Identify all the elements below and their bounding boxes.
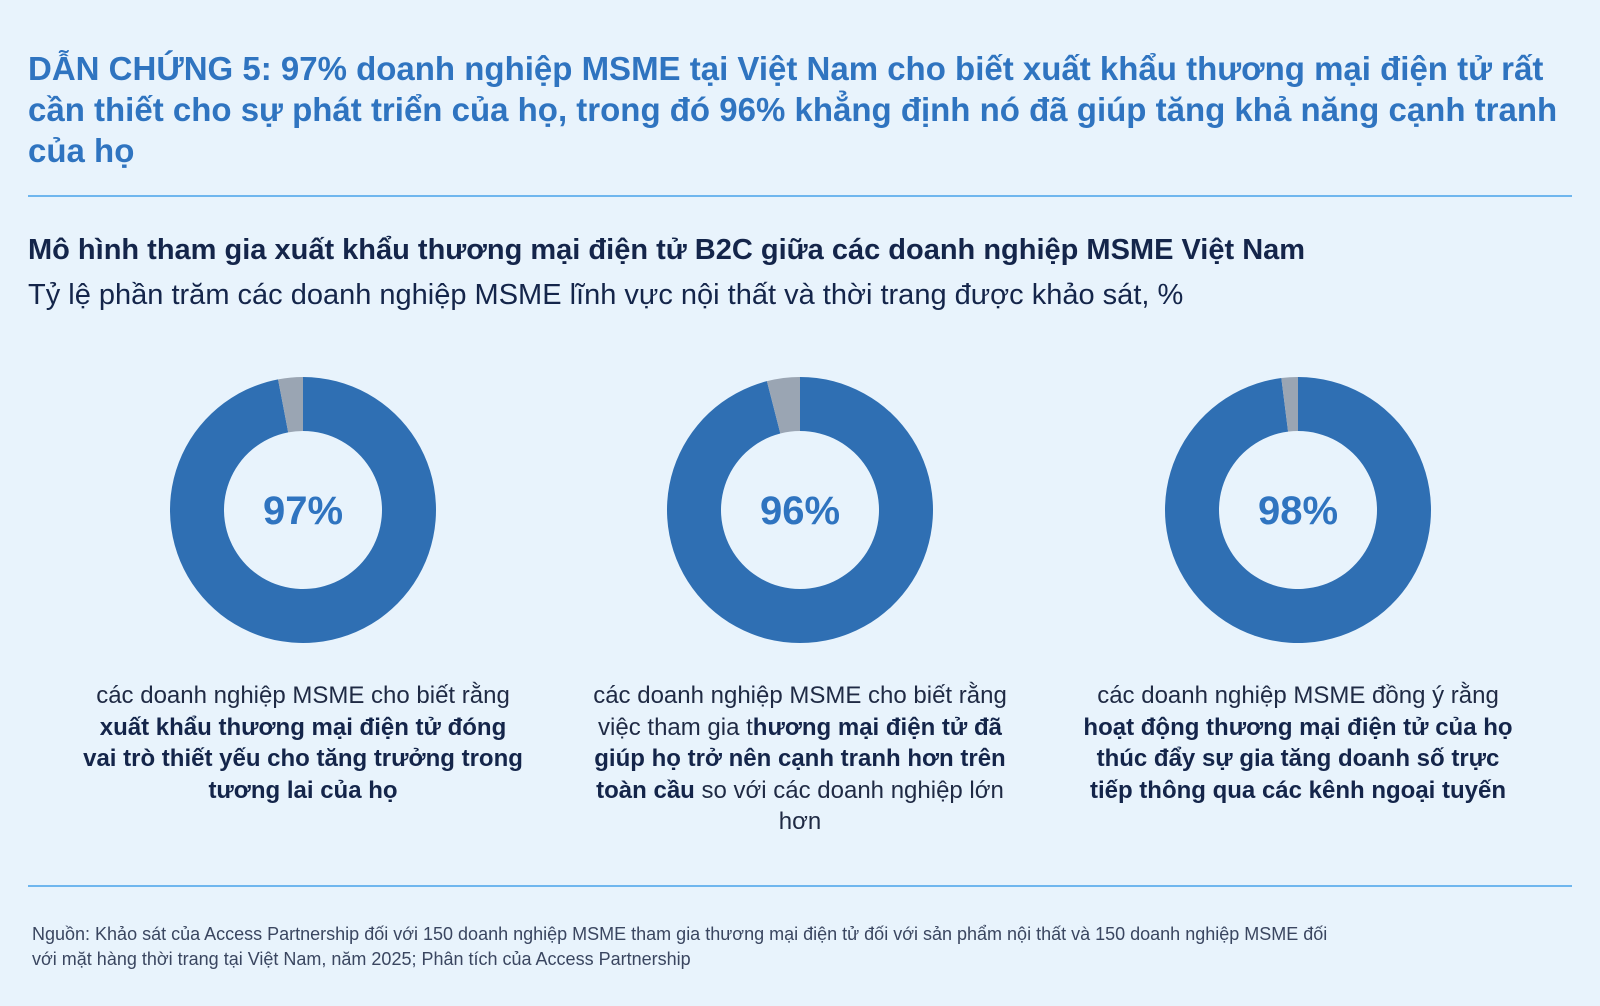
donut-value-label-3: 98% <box>1258 489 1338 533</box>
donut-value-label-2: 96% <box>760 489 840 533</box>
donut-caption-1: các doanh nghiệp MSME cho biết rằng xuất… <box>83 682 523 804</box>
donut-slice-remainder-3 <box>1281 377 1298 432</box>
chart-subtitle: Tỷ lệ phần trăm các doanh nghiệp MSME lĩ… <box>28 279 1184 311</box>
donut-panel-3: 98% các doanh nghiệp MSME đồng ý rằng ho… <box>1058 370 1538 806</box>
donut-caption-2: các doanh nghiệp MSME cho biết rằng việc… <box>593 682 1007 835</box>
donut-slice-value-1 <box>170 377 437 643</box>
donut-value-label-1: 97% <box>263 489 343 533</box>
donut-chart-3: 98% <box>1165 377 1431 643</box>
donut-caption-3: các doanh nghiệp MSME đồng ý rằng hoạt đ… <box>1083 682 1513 804</box>
donut-panel-1: 97% các doanh nghiệp MSME cho biết rằng … <box>63 370 543 806</box>
donut-panel-2: 96% các doanh nghiệp MSME cho biết rằng … <box>560 370 1040 838</box>
top-divider <box>28 195 1572 197</box>
headline: DẪN CHỨNG 5: 97% doanh nghiệp MSME tại V… <box>28 50 1558 169</box>
donut-slice-value-3 <box>1165 377 1431 643</box>
source-note: Nguồn: Khảo sát của Access Partnership đ… <box>32 924 1328 969</box>
bottom-divider <box>28 885 1572 887</box>
donut-slice-remainder-2 <box>766 377 800 434</box>
donut-chart-2: 96% <box>667 377 933 643</box>
donut-slice-value-2 <box>667 377 933 643</box>
donut-slice-remainder-1 <box>278 377 303 433</box>
donut-chart-1: 97% <box>170 377 437 643</box>
chart-title: Mô hình tham gia xuất khẩu thương mại đi… <box>28 234 1306 266</box>
